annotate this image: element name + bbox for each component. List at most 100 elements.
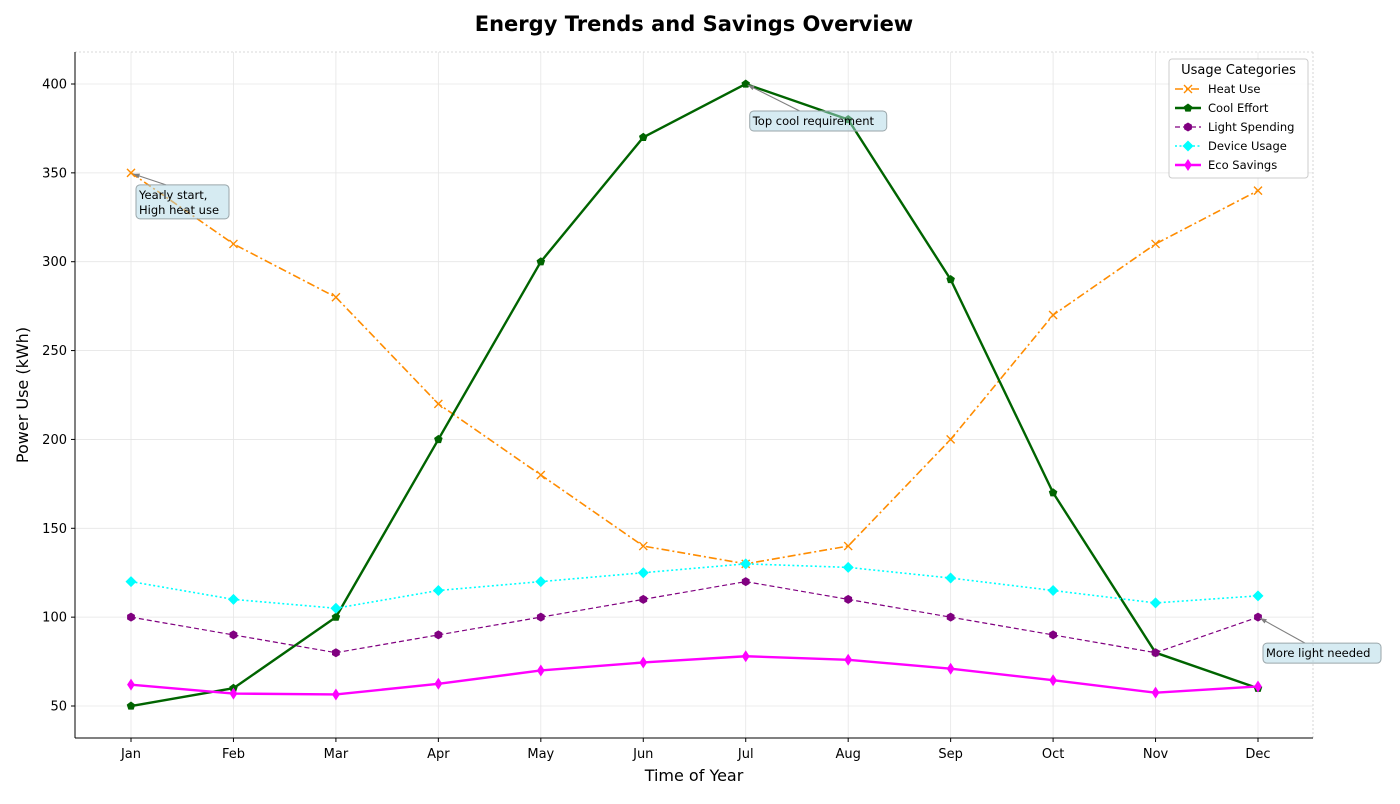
data-point-light-spending (1254, 612, 1262, 622)
x-tick-label: Nov (1143, 747, 1169, 762)
legend-title: Usage Categories (1181, 63, 1296, 78)
data-point-eco-savings (1049, 674, 1057, 687)
data-point-eco-savings (639, 656, 648, 669)
series-line-light-spending (130, 581, 1259, 654)
x-tick-label: Oct (1042, 747, 1064, 762)
legend-marker (1182, 140, 1194, 152)
data-point-light-spending (1049, 630, 1057, 640)
data-point-eco-savings (127, 678, 135, 691)
annotation-text: High heat use (139, 203, 219, 217)
data-point-light-spending (536, 612, 545, 622)
data-point-heat-use (1151, 239, 1161, 249)
data-point-heat-use (228, 239, 238, 249)
data-point-heat-use (638, 541, 648, 551)
data-point-cool-effort (126, 701, 136, 710)
legend: Usage Categories Heat Use Cool Effort Light… (1168, 58, 1309, 179)
legend-label: Device Usage (1208, 139, 1287, 153)
data-point-light-spending (844, 594, 853, 604)
data-point-light-spending (946, 612, 955, 622)
annotation-arrow (747, 84, 800, 112)
legend-marker (1184, 122, 1192, 132)
legend-item-heat-use: Heat Use (1175, 82, 1260, 96)
data-point-light-spending (434, 630, 443, 640)
y-tick-label: 50 (50, 700, 67, 715)
x-tick-label: Jul (737, 747, 754, 762)
data-point-device-usage (740, 558, 752, 570)
data-point-heat-use (946, 434, 956, 444)
data-point-eco-savings (741, 650, 750, 663)
legend-item-eco-savings: Eco Savings (1175, 158, 1277, 172)
data-point-device-usage (227, 593, 239, 605)
legend-marker (1183, 103, 1193, 112)
data-point-light-spending (332, 648, 340, 658)
annotation-text: Yearly start, (138, 188, 207, 202)
data-point-cool-effort (638, 132, 648, 141)
x-tick-label: Jun (632, 747, 653, 762)
data-point-heat-use (126, 168, 136, 178)
data-point-cool-effort (1048, 488, 1058, 497)
data-point-eco-savings (844, 653, 853, 666)
y-tick-label: 200 (42, 433, 67, 448)
series-light-spending (127, 577, 1262, 658)
data-point-device-usage (1150, 597, 1162, 609)
data-point-eco-savings (946, 662, 955, 675)
x-tick-label: Sep (938, 747, 963, 762)
data-point-heat-use (536, 470, 546, 480)
legend-marker (1184, 159, 1192, 171)
data-point-heat-use (331, 292, 341, 302)
x-axis-label: Time of Year (644, 766, 744, 785)
legend-item-device-usage: Device Usage (1175, 139, 1287, 153)
data-point-light-spending (229, 630, 238, 640)
arrow-head (133, 173, 140, 179)
data-point-device-usage (330, 602, 342, 614)
data-point-device-usage (945, 572, 957, 584)
y-tick-label: 250 (42, 344, 67, 359)
chart-title: Energy Trends and Savings Overview (475, 12, 913, 36)
series-group (125, 79, 1264, 710)
data-point-light-spending (1151, 648, 1160, 658)
legend-label: Light Spending (1208, 120, 1294, 134)
data-point-device-usage (842, 561, 854, 573)
legend-item-cool-effort: Cool Effort (1175, 101, 1269, 115)
x-tick-label: Aug (835, 747, 860, 762)
data-point-eco-savings (229, 687, 238, 700)
series-eco-savings (127, 650, 1262, 701)
data-point-heat-use (843, 541, 853, 551)
y-tick-label: 400 (42, 77, 67, 92)
grid-lines (75, 52, 1313, 738)
annotation-text: Top cool requirement (752, 114, 875, 128)
data-point-eco-savings (1254, 680, 1262, 693)
data-point-device-usage (1252, 590, 1264, 602)
y-tick-label: 150 (42, 522, 67, 537)
annotations: Yearly start,High heat use Top cool requi… (132, 84, 1382, 664)
data-point-heat-use (433, 399, 443, 409)
data-point-heat-use (1048, 310, 1058, 320)
series-device-usage (125, 558, 1264, 614)
data-point-cool-effort (434, 434, 443, 444)
annotation-box (135, 184, 230, 220)
series-line-device-usage (130, 563, 1259, 610)
data-point-device-usage (125, 576, 137, 588)
x-tick-label: Dec (1245, 747, 1270, 762)
axes: 50 100 150 200 250 300 350 400 Jan Feb Mar Apr May Ju… (42, 51, 1314, 762)
data-point-cool-effort (331, 612, 341, 621)
arrow-head (1260, 618, 1267, 624)
legend-label: Heat Use (1208, 82, 1260, 96)
y-tick-label: 350 (42, 166, 67, 181)
series-line-heat-use (130, 172, 1259, 565)
data-point-device-usage (637, 567, 649, 579)
annotation-arrow (1259, 617, 1306, 644)
legend-label: Cool Effort (1208, 101, 1269, 115)
data-point-eco-savings (332, 688, 340, 701)
legend-label: Eco Savings (1208, 158, 1277, 172)
x-tick-label: Jan (120, 747, 141, 762)
annotation: Top cool requirement (747, 84, 888, 132)
data-point-device-usage (1047, 584, 1059, 596)
x-tick-label: May (527, 747, 554, 762)
x-tick-label: Mar (324, 747, 349, 762)
series-heat-use (126, 168, 1263, 569)
data-point-eco-savings (536, 664, 545, 677)
data-point-light-spending (741, 577, 750, 587)
annotation-text: More light needed (1266, 646, 1370, 660)
